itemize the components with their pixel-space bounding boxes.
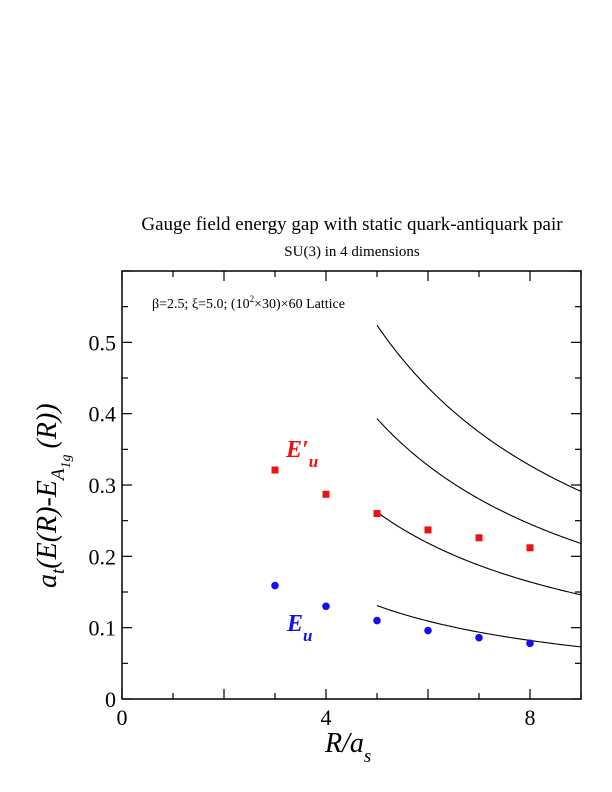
y-axis-label-end: (R))	[32, 403, 63, 448]
x-tick-label: 8	[525, 705, 536, 730]
annotation-pre: β=2.5; ξ=5.0; (10	[152, 297, 250, 312]
y-axis-label-a: a	[32, 574, 63, 588]
y-tick-label: 0.5	[89, 330, 117, 355]
series-label-eu-prime-main: E′	[285, 437, 309, 463]
data-point-eu-prime	[373, 510, 381, 518]
fit-curve	[376, 511, 582, 596]
series-label-eu-main: E	[286, 611, 303, 637]
data-point-eu-prime	[424, 526, 432, 534]
data-points	[271, 466, 534, 648]
fit-curve	[376, 324, 582, 492]
x-axis-label: R/as	[324, 728, 371, 767]
y-axis-label-sub-A: A	[48, 468, 69, 482]
data-point-eu-prime	[322, 490, 330, 498]
lattice-annotation: β=2.5; ξ=5.0; (102×30)×60 Lattice	[152, 294, 345, 312]
annotation-superscript: 2	[250, 294, 255, 304]
series-label-eu-prime: E′u	[285, 437, 318, 471]
data-point-eu	[526, 639, 534, 648]
axis-ticks	[121, 270, 582, 700]
chart-subtitle: SU(3) in 4 dimensions	[284, 244, 420, 260]
y-axis-label-body: (E(R)-E	[32, 480, 63, 569]
y-axis-label-sub-t: t	[48, 568, 69, 574]
series-label-eu: Eu	[286, 611, 312, 645]
x-tick-label: 4	[321, 705, 332, 730]
fit-curve	[376, 418, 582, 545]
data-point-eu-prime	[271, 466, 279, 474]
series-label-eu-prime-sub: u	[309, 452, 318, 471]
data-point-eu	[373, 616, 381, 625]
plot-frame	[121, 270, 582, 700]
axis-tick-labels: 0 4 8 0 0.1 0.2 0.3 0.4 0.5	[89, 330, 536, 730]
chart-title: Gauge field energy gap with static quark…	[141, 214, 563, 235]
y-tick-label: 0.4	[89, 402, 117, 427]
fit-curves	[376, 324, 582, 648]
y-tick-label: 0.3	[89, 473, 117, 498]
y-tick-label: 0.1	[89, 616, 117, 641]
annotation-post: ×30)×60 Lattice	[254, 297, 345, 312]
x-tick-label: 0	[117, 705, 128, 730]
data-point-eu	[424, 626, 432, 635]
y-tick-label: 0.2	[89, 544, 117, 569]
y-tick-label: 0	[105, 687, 116, 712]
series-label-eu-sub: u	[303, 626, 312, 645]
y-axis-label-sub-1g: 1g	[59, 455, 74, 469]
fit-curve	[376, 605, 582, 648]
data-point-eu	[475, 633, 483, 642]
data-point-eu	[271, 581, 279, 590]
x-axis-label-main: R/a	[324, 728, 364, 759]
data-point-eu	[322, 602, 330, 611]
x-axis-label-subscript: s	[364, 746, 371, 767]
data-point-eu-prime	[526, 544, 534, 552]
data-point-eu-prime	[475, 534, 483, 542]
y-axis-label: at(E(R)-EA1g (R))	[32, 403, 74, 588]
